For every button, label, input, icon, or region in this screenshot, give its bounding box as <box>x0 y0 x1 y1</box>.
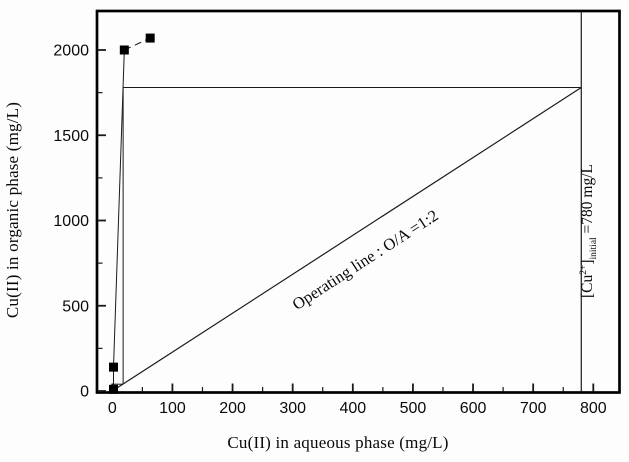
x-tick-label: 700 <box>520 400 547 417</box>
x-axis-title: Cu(II) in aqueous phase (mg/L) <box>227 433 449 452</box>
equilibrium-data-point <box>145 33 155 43</box>
y-tick-label: 500 <box>62 298 89 315</box>
y-tick-label: 0 <box>80 384 89 401</box>
equilibrium-data-point <box>119 45 129 55</box>
x-tick-label: 600 <box>460 400 487 417</box>
x-tick-label: 500 <box>400 400 427 417</box>
x-tick-label: 0 <box>108 400 117 417</box>
initial-concentration-label: [Cu2+]initial =780 mg/L <box>579 164 599 298</box>
y-tick-label: 1000 <box>53 213 89 230</box>
equilibrium-curve-segment <box>113 49 125 368</box>
y-axis-title: Cu(II) in organic phase (mg/L) <box>3 101 22 319</box>
x-tick-label: 400 <box>339 400 366 417</box>
x-tick-label: 800 <box>580 400 607 417</box>
y-tick-label: 2000 <box>53 43 89 60</box>
axis-frame <box>95 9 621 394</box>
operating-line <box>111 87 582 392</box>
y-tick-label: 1500 <box>53 128 89 145</box>
x-tick-label: 200 <box>219 400 246 417</box>
x-tick-label: 100 <box>159 400 186 417</box>
equilibrium-data-point <box>109 362 119 372</box>
equilibrium-data-point <box>109 384 119 394</box>
x-tick-label: 300 <box>279 400 306 417</box>
